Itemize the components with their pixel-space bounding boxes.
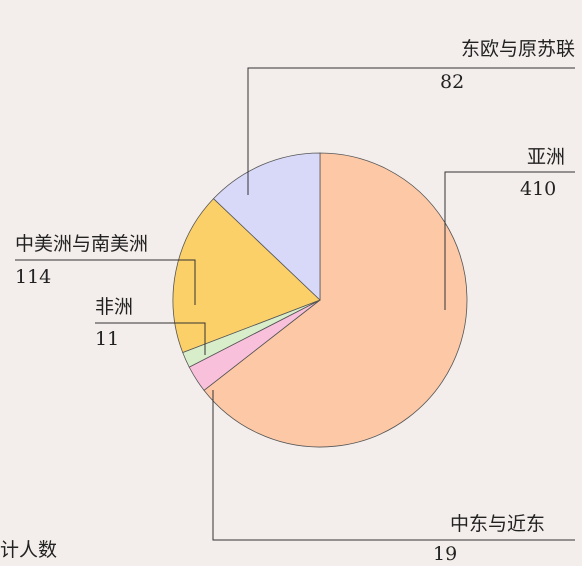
pie-slice xyxy=(172,198,321,354)
slice-label: 非洲 xyxy=(95,296,133,318)
slice-label: 东欧与原苏联 xyxy=(461,38,575,60)
value-label: 114 xyxy=(15,266,51,288)
leader-line xyxy=(95,322,206,355)
slice-label: 中美洲与南美洲 xyxy=(15,233,148,255)
pie-slice xyxy=(212,152,321,301)
note: 计人数 xyxy=(0,539,57,561)
leader-line xyxy=(444,171,575,310)
slice-label: 中东与近东 xyxy=(450,513,545,535)
leader-line xyxy=(212,390,575,541)
pie-slice xyxy=(203,152,468,448)
value-label: 410 xyxy=(520,178,556,200)
value-label: 19 xyxy=(433,543,457,565)
value-label: 11 xyxy=(95,328,119,350)
leader-line xyxy=(247,67,575,195)
leader-line xyxy=(15,259,196,305)
slice-label: 亚洲 xyxy=(527,146,565,168)
value-label: 82 xyxy=(440,71,464,93)
